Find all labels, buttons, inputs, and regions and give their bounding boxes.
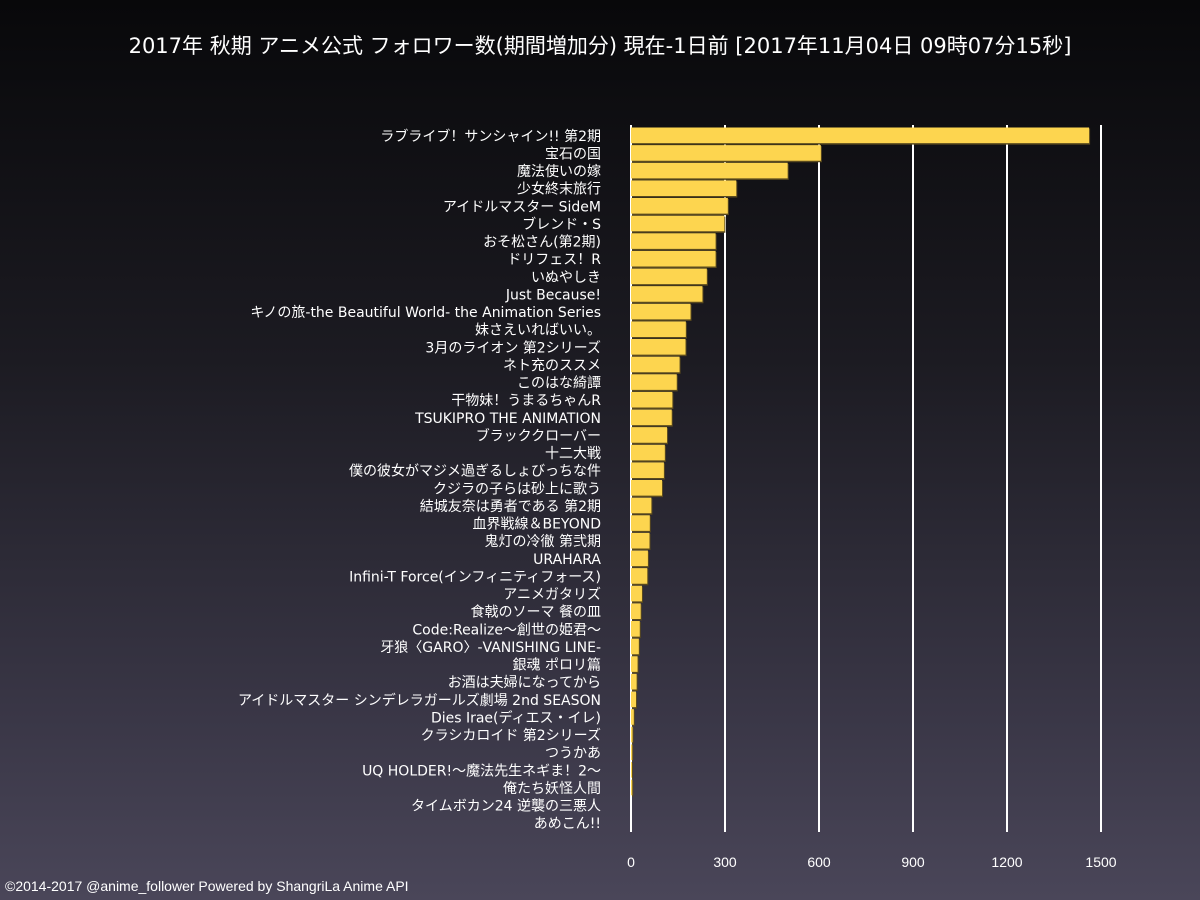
bar — [631, 532, 650, 549]
bar — [631, 515, 650, 531]
x-tick-label: 900 — [901, 854, 925, 870]
category-label: お酒は夫婦になってから — [448, 674, 601, 691]
bar — [631, 603, 641, 619]
bar — [631, 462, 664, 478]
bar-shadow — [632, 745, 634, 762]
category-label: 血界戦線＆BEYOND — [472, 517, 601, 533]
bar — [631, 339, 686, 355]
bar — [631, 709, 634, 725]
bar-shadow — [632, 727, 634, 744]
bar — [631, 568, 648, 584]
x-tick-label: 600 — [807, 854, 831, 870]
footer-credit: ©2014-2017 @anime_follower Powered by Sh… — [5, 878, 409, 894]
bar — [631, 198, 728, 214]
category-label: 十二大戦 — [545, 446, 601, 462]
bar — [631, 321, 686, 337]
category-label: 俺たち妖怪人間 — [503, 781, 601, 797]
bar — [631, 180, 737, 196]
category-label: Infini-T Force(インフィニティフォース) — [349, 569, 601, 585]
bar — [631, 409, 672, 426]
category-label: 3月のライオン 第2シリーズ — [425, 339, 601, 356]
bar — [631, 673, 637, 690]
bar — [631, 691, 637, 708]
category-label: TSUKIPRO THE ANIMATION — [414, 411, 601, 427]
bar — [631, 145, 821, 161]
category-label: 牙狼〈GARO〉-VANISHING LINE- — [380, 640, 601, 656]
category-label: クラシカロイド 第2シリーズ — [421, 727, 601, 744]
category-label: アニメガタリズ — [503, 587, 601, 603]
category-label: ネト充のススメ — [503, 358, 601, 374]
bar-shadow — [632, 763, 633, 780]
category-label: 妹さえいればいい。 — [475, 323, 601, 339]
bar — [631, 480, 663, 496]
bar — [631, 779, 633, 796]
category-label: URAHARA — [533, 552, 601, 568]
bar — [631, 427, 668, 443]
bar — [631, 621, 640, 637]
bar — [631, 391, 673, 408]
category-label: 僕の彼女がマジメ過ぎるしょびっちな件 — [349, 463, 601, 480]
bar-shadow — [632, 780, 634, 797]
bar — [631, 250, 716, 267]
bar — [631, 744, 633, 760]
bar — [631, 215, 725, 232]
bar — [631, 444, 665, 461]
x-tick-label: 0 — [627, 854, 635, 870]
category-label: 銀魂 ポロリ篇 — [513, 658, 601, 674]
category-label: 食戟のソーマ 餐の皿 — [471, 604, 601, 621]
category-label: UQ HOLDER!〜魔法先生ネギま！2〜 — [362, 763, 601, 779]
bar — [631, 497, 652, 514]
category-label: Code:Realize〜創世の姫君〜 — [412, 622, 601, 638]
category-label: このはな綺譚 — [517, 376, 601, 392]
category-label: タイムボカン24 逆襲の三悪人 — [411, 798, 601, 815]
bar — [631, 356, 680, 373]
bar — [631, 374, 677, 390]
category-label: いぬやしき — [531, 270, 601, 286]
category-label: 魔法使いの嫁 — [517, 163, 601, 180]
bar — [631, 726, 633, 743]
bar — [631, 656, 638, 672]
bar — [631, 233, 716, 249]
category-label: 少女終末旅行 — [517, 181, 601, 198]
x-tick-label: 300 — [713, 854, 737, 870]
category-label: ブレンド・S — [522, 216, 601, 233]
category-label: ドリフェス！R — [507, 252, 601, 268]
category-label: Dies Irae(ディエス・イレ) — [431, 709, 601, 726]
bar — [631, 286, 703, 302]
chart-title: 2017年 秋期 アニメ公式 フォロワー数(期間増加分) 現在-1日前 [201… — [128, 34, 1072, 58]
category-label: あめこん!! — [534, 816, 601, 832]
category-label: Just Because! — [505, 287, 601, 303]
category-label: ブラッククローバー — [476, 427, 601, 444]
bar — [631, 638, 639, 655]
x-tick-label: 1500 — [1085, 854, 1116, 870]
category-label: 干物妹！うまるちゃんR — [451, 393, 601, 409]
bar — [631, 550, 648, 567]
category-label: おそ松さん(第2期) — [483, 234, 601, 251]
bar — [631, 268, 707, 285]
category-label: 結城友奈は勇者である 第2期 — [420, 498, 601, 515]
category-label: アイドルマスター シンデレラガールズ劇場 2nd SEASON — [238, 692, 601, 709]
bar — [631, 303, 691, 320]
category-label: つうかあ — [545, 746, 601, 762]
category-label: 鬼灯の冷徹 第弐期 — [485, 533, 601, 550]
bar — [631, 162, 788, 179]
bar — [631, 127, 1090, 144]
category-label: キノの旅-the Beautiful World- the Animation … — [250, 305, 601, 321]
category-label: アイドルマスター SideM — [443, 199, 601, 215]
category-label: クジラの子らは砂上に歌う — [433, 481, 601, 497]
bar — [631, 585, 642, 602]
x-tick-label: 1200 — [991, 854, 1022, 870]
category-label: ラブライブ！サンシャイン!! 第2期 — [380, 128, 601, 145]
category-label: 宝石の国 — [545, 146, 601, 162]
bar — [631, 762, 632, 778]
